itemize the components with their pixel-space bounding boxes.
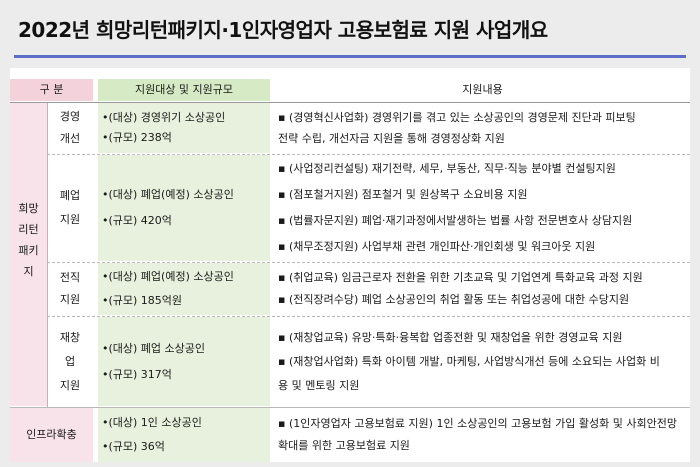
content-item: ▪ (경영혁신사업화) 경영위기를 겪고 있는 소상공인의 경영문제 진단과 피… xyxy=(278,111,636,124)
sub-label-line: 경영 xyxy=(59,110,81,123)
content-item: 전략 수립, 개선자금 지원을 통해 경영정상화 지원 xyxy=(278,132,505,145)
scope-budget: •(규모) 420억 xyxy=(102,214,172,227)
sub-label-line: 개선 xyxy=(59,132,81,145)
sub-label-management: 경영 개선 xyxy=(47,103,93,153)
sub-label-line: 지원 xyxy=(59,293,81,306)
scope-management: •(대상) 경영위기 소상공인 •(규모) 238억 xyxy=(98,103,270,153)
scope-target: •(대상) 경영위기 소상공인 xyxy=(102,111,226,124)
scope-budget: •(규모) 317억 xyxy=(102,367,172,381)
sub-label-line: 지원 xyxy=(59,213,81,226)
title-divider xyxy=(14,55,686,58)
page-title: 2022년 희망리턴패키지·1인자영업자 고용보험료 지원 사업개요 xyxy=(18,18,548,42)
content-item: ▪ (법률자문지원) 폐업·재기과정에서발생하는 법률 사항 전문변호사 상담지… xyxy=(278,214,633,227)
scope-career: •(대상) 폐업(예정) 소상공인 •(규모) 185억원 xyxy=(98,263,270,315)
header-division: 구 분 xyxy=(10,79,93,101)
content-item: ▪ (재창업교육) 유망·특화·융복합 업종전환 및 재창업을 위한 경영교육 … xyxy=(278,330,623,344)
sub-label-line: 전직 xyxy=(59,271,81,284)
scope-target: •(대상) 폐업(예정) 소상공인 xyxy=(102,270,234,283)
content-item: ▪ (전직장려수당) 폐업 소상공인의 취업 활동 또는 취업성공에 대한 수당… xyxy=(278,293,630,306)
content-item: 확대를 위한 고용보험료 지원 xyxy=(278,439,410,452)
group-label-line: 희망 xyxy=(18,202,39,215)
overview-table: 구 분 지원대상 및 지원규모 지원내용 희망 리턴 패키 지 경영 개선 •(… xyxy=(10,68,690,462)
content-item: 용 및 멘토링 지원 xyxy=(278,378,360,392)
sub-label-career: 전직 지원 xyxy=(47,263,93,315)
group-label-line: 지 xyxy=(23,265,34,278)
scope-target: •(대상) 폐업(예정) 소상공인 xyxy=(102,188,234,201)
group-label-line: 패키 xyxy=(18,244,39,257)
row-divider xyxy=(47,154,690,155)
subcategory-column xyxy=(47,103,93,406)
content-infrastructure: ▪ (1인자영업자 고용보험료 지원) 1인 소상공인의 고용보험 가입 활성화… xyxy=(278,408,690,462)
column-divider xyxy=(47,103,48,407)
header-divider xyxy=(10,102,690,103)
sub-label-line: 업 xyxy=(64,354,76,368)
content-restart: ▪ (재창업교육) 유망·특화·융복합 업종전환 및 재창업을 위한 경영교육 … xyxy=(278,317,690,406)
group-cell: 희망 리턴 패키 지 xyxy=(10,103,47,406)
content-closure: ▪ (사업정리컨설팅) 재기전략, 세무, 부동산, 직무·직능 분야별 컨설팅… xyxy=(278,155,690,261)
sub-label-restart: 재창 업 지원 xyxy=(47,317,93,406)
content-item: ▪ (1인자영업자 고용보험료 지원) 1인 소상공인의 고용보험 가입 활성화… xyxy=(278,417,677,430)
group-label-line: 리턴 xyxy=(18,223,39,236)
header-content: 지원내용 xyxy=(275,79,690,101)
scope-target: •(대상) 폐업 소상공인 xyxy=(102,341,206,355)
scope-target: •(대상) 1인 소상공인 xyxy=(102,416,202,429)
content-item: ▪ (점포철거지원) 점포철거 및 원상복구 소요비용 지원 xyxy=(278,188,528,201)
content-item: ▪ (취업교육) 임금근로자 전환을 위한 기초교육 및 기업연계 특화교육 과… xyxy=(278,271,643,284)
row-divider xyxy=(47,262,690,263)
group-label: 희망 리턴 패키 지 xyxy=(10,198,47,282)
sub-label-line: 지원 xyxy=(59,378,81,392)
scope-restart: •(대상) 폐업 소상공인 •(규모) 317억 xyxy=(98,317,270,406)
row-divider xyxy=(47,316,690,317)
scope-infrastructure: •(대상) 1인 소상공인 •(규모) 36억 xyxy=(98,408,270,462)
row-divider xyxy=(10,407,690,408)
content-item: ▪ (재창업사업화) 특화 아이템 개발, 마케팅, 사업방식개선 등에 소요되… xyxy=(278,354,660,368)
scope-closure: •(대상) 폐업(예정) 소상공인 •(규모) 420억 xyxy=(98,155,270,261)
scope-budget: •(규모) 185억원 xyxy=(102,294,183,307)
content-item: ▪ (사업정리컨설팅) 재기전략, 세무, 부동산, 직무·직능 분야별 컨설팅… xyxy=(278,162,616,175)
sub-label-line: 폐업 xyxy=(59,189,81,202)
content-item: ▪ (채무조정지원) 사업부채 관련 개인파산·개인회생 및 워크아웃 지원 xyxy=(278,240,596,253)
label-infrastructure: 인프라확충 xyxy=(10,408,93,462)
content-management: ▪ (경영혁신사업화) 경영위기를 겪고 있는 소상공인의 경영문제 진단과 피… xyxy=(278,103,690,153)
header-scope: 지원대상 및 지원규모 xyxy=(98,79,270,101)
content-career: ▪ (취업교육) 임금근로자 전환을 위한 기초교육 및 기업연계 특화교육 과… xyxy=(278,263,690,315)
scope-budget: •(규모) 238억 xyxy=(102,131,172,144)
sub-label-closure: 폐업 지원 xyxy=(47,155,93,261)
sub-label-line: 재창 xyxy=(59,330,81,344)
scope-budget: •(규모) 36억 xyxy=(102,440,165,453)
